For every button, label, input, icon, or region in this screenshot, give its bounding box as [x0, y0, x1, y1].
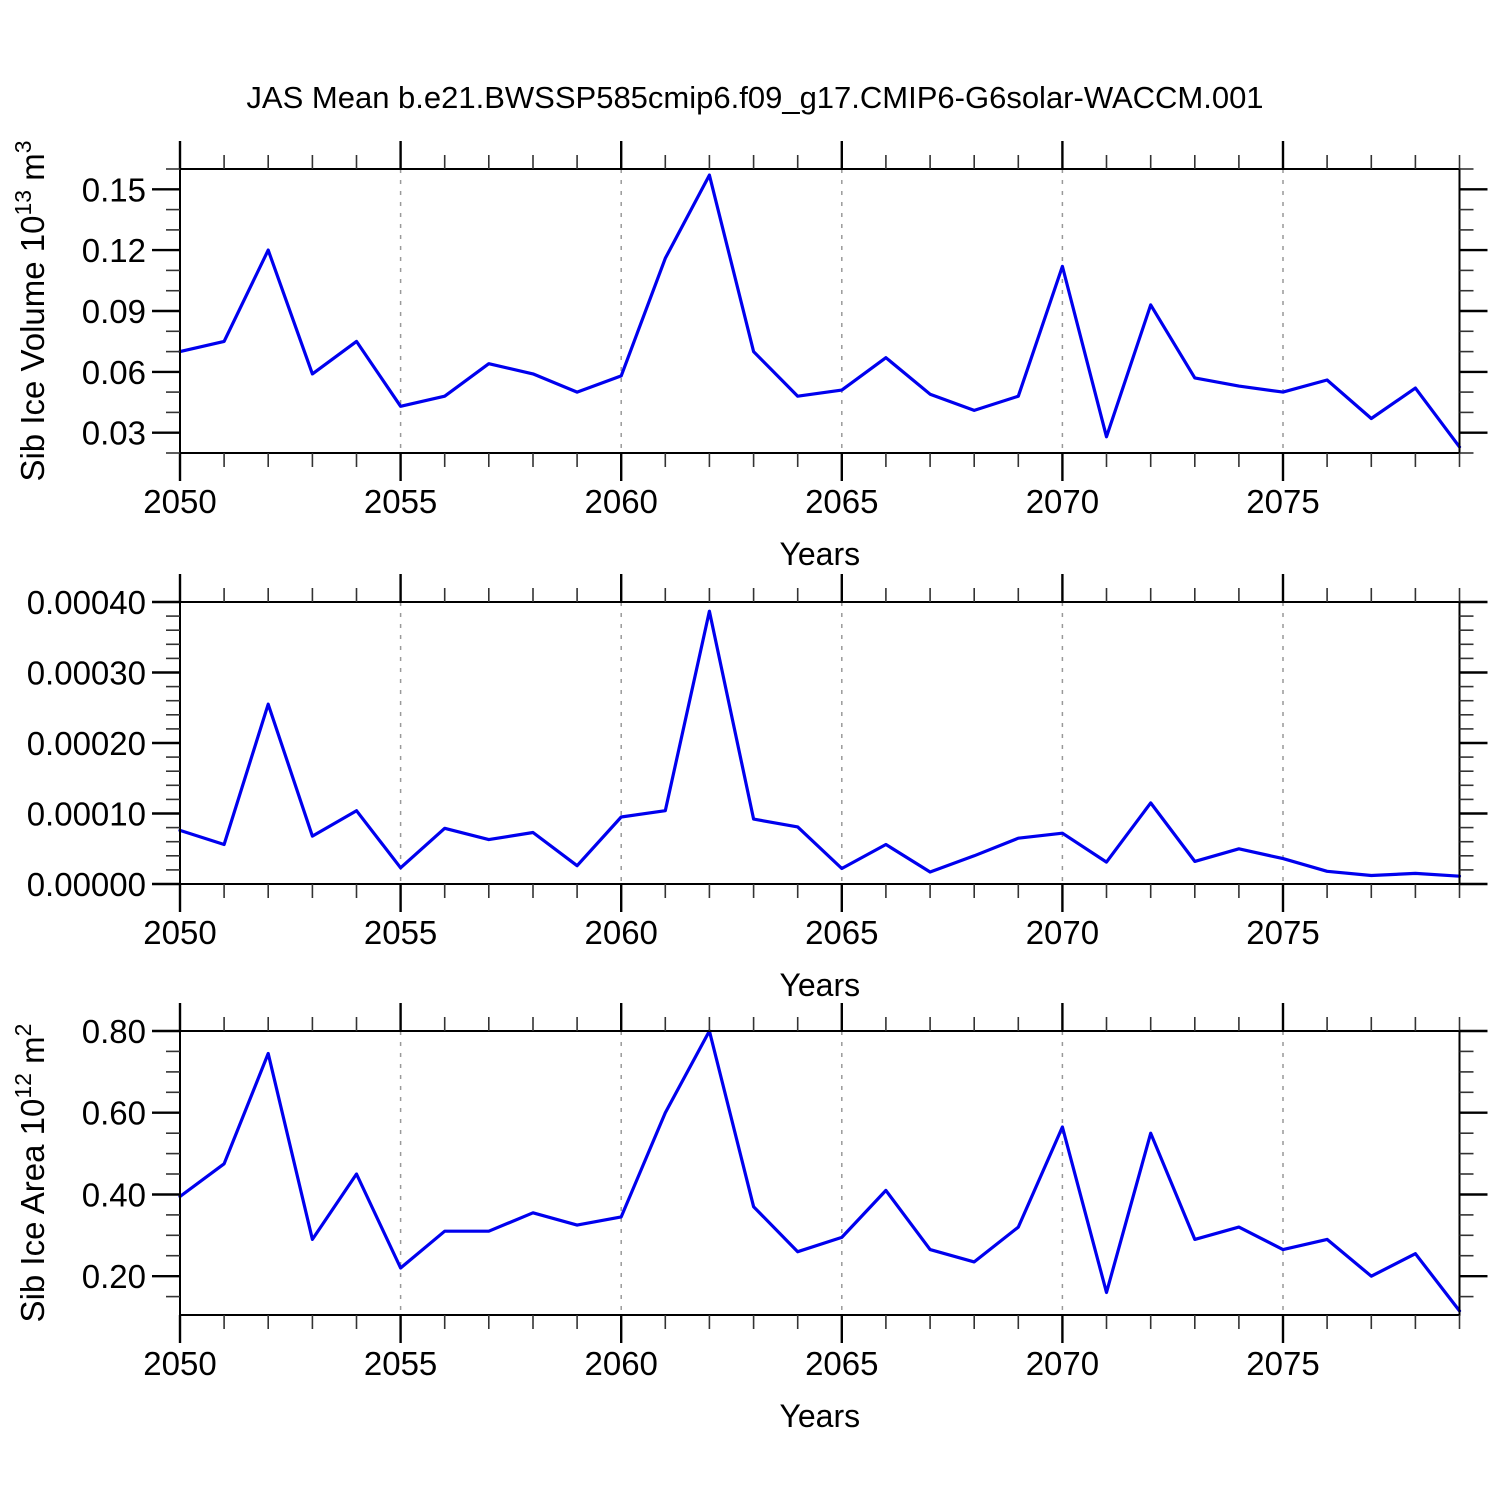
x-tick-label: 2070	[1026, 914, 1099, 951]
y-tick-label: 0.03	[82, 415, 146, 452]
x-tick-label: 2055	[364, 1345, 437, 1382]
y-tick-label: 0.60	[82, 1095, 146, 1132]
y-tick-label: 0.00020	[27, 725, 146, 762]
x-tick-label: 2055	[364, 483, 437, 520]
x-tick-label: 2070	[1026, 483, 1099, 520]
y-tick-label: 0.00010	[27, 796, 146, 833]
x-axis-title: Years	[779, 536, 860, 572]
y-tick-label: 0.00000	[27, 866, 146, 903]
y-tick-label: 0.00030	[27, 655, 146, 692]
x-tick-label: 2050	[143, 483, 216, 520]
x-tick-label: 2065	[805, 483, 878, 520]
x-tick-label: 2065	[805, 914, 878, 951]
x-axis-title: Years	[779, 1398, 860, 1434]
x-tick-label: 2050	[143, 914, 216, 951]
x-tick-label: 2075	[1246, 1345, 1319, 1382]
y-tick-label: 0.06	[82, 354, 146, 391]
panel-sib-ice-middle-series: 0.00000 0.00010 0.00020 0.00030 0.00040 2050 2…	[27, 574, 1488, 1003]
y-tick-label: 0.15	[82, 171, 146, 208]
y-tick-label: 0.40	[82, 1177, 146, 1214]
x-tick-label: 2070	[1026, 1345, 1099, 1382]
y-axis-title: Sib Ice Volume 1013 m3	[10, 140, 51, 481]
panel-sib-ice-volume: 0.03 0.06 0.09 0.12 0.15 2050 2055 2060 2065 2070…	[10, 140, 1488, 572]
plot-frame	[179, 168, 1461, 454]
y-axis-title: Sib Ice Area 1012 m2	[10, 1024, 51, 1323]
plot-frame	[179, 601, 1461, 885]
y-tick-label: 0.20	[82, 1258, 146, 1295]
x-tick-label: 2060	[584, 1345, 657, 1382]
data-line	[178, 1029, 1462, 1313]
y-tick-label: 0.12	[82, 232, 146, 269]
plot-frame	[179, 1030, 1461, 1316]
y-tick-label: 0.00040	[27, 584, 146, 621]
figure-title: JAS Mean b.e21.BWSSP585cmip6.f09_g17.CMI…	[246, 80, 1264, 115]
y-tick-label: 0.80	[82, 1013, 146, 1050]
data-line	[178, 173, 1462, 449]
x-tick-label: 2075	[1246, 483, 1319, 520]
x-tick-label: 2075	[1246, 914, 1319, 951]
data-line	[178, 609, 1462, 878]
x-tick-label: 2055	[364, 914, 437, 951]
panel-sib-ice-area: 0.20 0.40 0.60 0.80 2050 2055 2060 2065 2070 2075…	[10, 1003, 1488, 1434]
x-axis-title: Years	[779, 967, 860, 1003]
x-tick-label: 2060	[584, 914, 657, 951]
x-tick-label: 2050	[143, 1345, 216, 1382]
x-tick-label: 2060	[584, 483, 657, 520]
x-tick-label: 2065	[805, 1345, 878, 1382]
y-tick-label: 0.09	[82, 293, 146, 330]
